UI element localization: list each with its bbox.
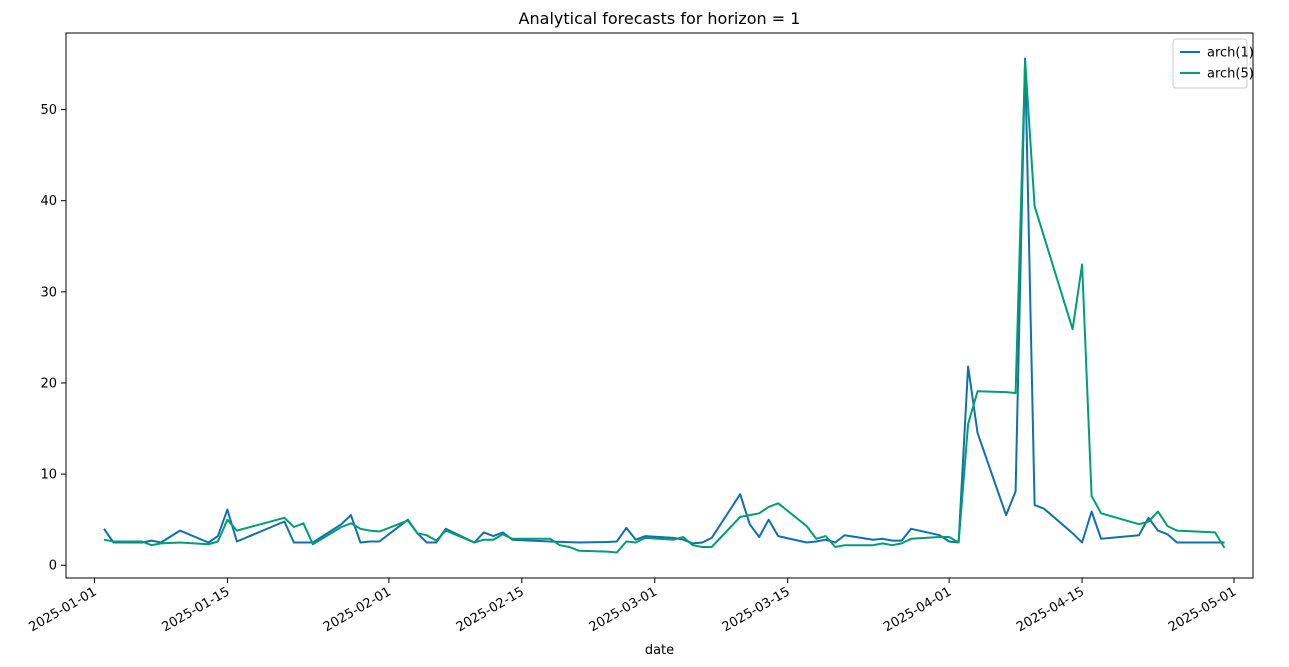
series-line-arch-5	[103, 59, 1226, 554]
series-lines	[103, 57, 1226, 554]
x-tick-label: 2025-04-01	[881, 584, 954, 635]
series-line-arch-1	[103, 57, 1225, 545]
plot-area	[65, 32, 1254, 579]
x-tick-label: 2025-04-15	[1014, 584, 1087, 635]
y-tick-label: 0	[49, 559, 57, 574]
legend-label: arch(1)	[1207, 46, 1254, 61]
y-tick-label: 40	[40, 194, 57, 209]
legend: arch(1) arch(5)	[1172, 38, 1254, 89]
x-tick-label: 2025-01-15	[159, 584, 232, 635]
x-axis-label: date	[645, 643, 674, 658]
x-tick-label: 2025-05-01	[1166, 584, 1239, 635]
y-tick-label: 50	[40, 103, 57, 118]
x-tick-label: 2025-02-15	[454, 584, 527, 635]
x-tick-label: 2025-03-15	[720, 584, 793, 635]
x-tick-label: 2025-02-01	[321, 584, 394, 635]
legend-label: arch(5)	[1207, 67, 1254, 82]
y-axis: 0 10 20 30 40 50	[40, 103, 66, 574]
chart-title: Analytical forecasts for horizon = 1	[519, 9, 801, 28]
y-tick-label: 30	[40, 285, 57, 300]
x-tick-label: 2025-03-01	[587, 584, 660, 635]
y-tick-label: 10	[40, 468, 57, 483]
x-axis: 2025-01-01 2025-01-15 2025-02-01 2025-02-15…	[27, 578, 1239, 635]
y-tick-label: 20	[40, 376, 57, 391]
x-tick-label: 2025-01-01	[27, 584, 100, 635]
